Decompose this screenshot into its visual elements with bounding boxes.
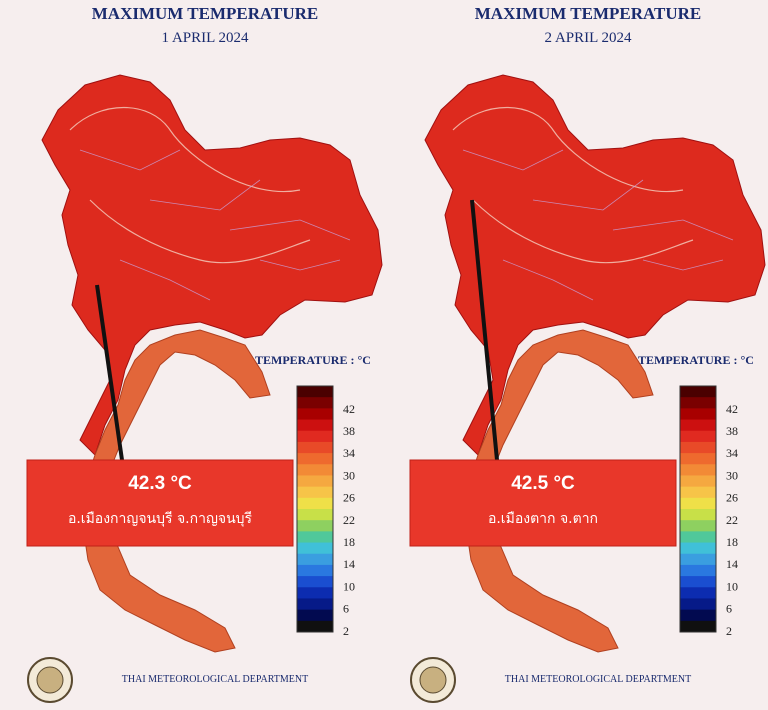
color-band <box>680 598 716 611</box>
legend-tick-label: 30 <box>343 468 355 482</box>
logo-inner <box>36 666 64 694</box>
callout-box <box>409 459 677 547</box>
color-band <box>297 598 333 611</box>
color-band <box>297 553 333 566</box>
province-lines <box>462 149 734 301</box>
southern-region <box>464 329 654 653</box>
color-band <box>297 587 333 599</box>
legend-tick-label: 38 <box>343 424 355 438</box>
color-band <box>680 464 716 476</box>
color-band <box>680 397 716 409</box>
panel-date: 1 APRIL 2024 <box>162 30 249 46</box>
color-band <box>297 386 333 398</box>
color-band <box>680 564 716 577</box>
map-panel: MAXIMUM TEMPERATURE 1 APRIL 2024 TEMPERATU… <box>26 4 383 703</box>
panel-title: MAXIMUM TEMPERATURE <box>475 4 702 23</box>
color-band <box>680 430 716 443</box>
color-band <box>297 453 333 465</box>
panel-title: MAXIMUM TEMPERATURE <box>92 4 319 23</box>
color-band <box>297 475 333 488</box>
color-band <box>680 553 716 566</box>
legend-tick-label: 14 <box>343 557 355 571</box>
color-bar-frame <box>679 385 717 633</box>
color-band <box>680 587 716 599</box>
legend-tick-label: 38 <box>726 424 738 438</box>
legend-title: TEMPERATURE : °C <box>638 353 754 367</box>
legend-tick-label: 30 <box>726 468 738 482</box>
legend-tick-label: 6 <box>343 602 349 616</box>
color-band <box>680 520 716 532</box>
color-band <box>680 486 716 499</box>
color-band <box>297 520 333 532</box>
legend-tick-label: 2 <box>726 624 732 638</box>
legend-tick-label: 22 <box>726 513 738 527</box>
logo-inner <box>419 666 447 694</box>
pointer <box>470 199 499 461</box>
legend-tick-label: 34 <box>726 446 738 460</box>
southern-region <box>81 329 271 653</box>
color-band <box>297 441 333 454</box>
footer: THAI METEOROLOGICAL DEPARTMENT <box>505 674 691 685</box>
color-band <box>297 419 333 432</box>
color-bar-frame <box>296 385 334 633</box>
color-band <box>297 542 333 555</box>
thailand-region <box>424 74 766 456</box>
color-band <box>297 609 333 622</box>
color-band <box>680 441 716 454</box>
color-band <box>680 497 716 510</box>
color-band <box>297 408 333 421</box>
legend-tick-label: 42 <box>343 402 355 416</box>
footer: THAI METEOROLOGICAL DEPARTMENT <box>122 674 308 685</box>
legend-tick-label: 26 <box>343 491 355 505</box>
color-band <box>297 464 333 476</box>
legend-tick-label: 22 <box>343 513 355 527</box>
legend-title: TEMPERATURE : °C <box>255 353 371 367</box>
color-band <box>297 620 333 633</box>
color-band <box>680 509 716 521</box>
pointer <box>95 284 124 461</box>
legend-tick-label: 14 <box>726 557 738 571</box>
map-panel: MAXIMUM TEMPERATURE 2 APRIL 2024 TEMPERATU… <box>409 4 766 703</box>
station-location: อ.เมืองตาก จ.ตาก <box>488 511 598 527</box>
legend-tick-label: 18 <box>726 535 738 549</box>
legend-tick-label: 34 <box>343 446 355 460</box>
isotherm <box>69 106 311 264</box>
isotherm <box>452 106 694 264</box>
color-band <box>680 419 716 432</box>
color-band <box>680 453 716 465</box>
max-temperature: 42.5 °C <box>511 473 575 494</box>
color-band <box>297 486 333 499</box>
panel-date: 2 APRIL 2024 <box>545 30 632 46</box>
legend-tick-label: 26 <box>726 491 738 505</box>
color-band <box>680 386 716 398</box>
color-band <box>680 542 716 555</box>
legend-tick-label: 18 <box>343 535 355 549</box>
color-band <box>680 609 716 622</box>
color-band <box>680 475 716 488</box>
color-band <box>680 620 716 633</box>
legend-tick-label: 10 <box>343 579 355 593</box>
thailand-region <box>41 74 383 456</box>
max-temperature: 42.3 °C <box>128 473 192 494</box>
color-band <box>297 397 333 409</box>
legend-tick-label: 2 <box>343 624 349 638</box>
legend-tick-label: 42 <box>726 402 738 416</box>
station-location: อ.เมืองกาญจนบุรี จ.กาญจนบุรี <box>68 511 253 527</box>
legend-tick-label: 6 <box>726 602 732 616</box>
color-band <box>297 497 333 510</box>
color-band <box>680 531 716 544</box>
legend-tick-label: 10 <box>726 579 738 593</box>
callout-box <box>26 459 294 547</box>
color-band <box>297 576 333 588</box>
color-band <box>297 509 333 521</box>
color-band <box>297 430 333 443</box>
color-band <box>680 408 716 421</box>
color-band <box>297 531 333 544</box>
color-band <box>297 564 333 577</box>
province-lines <box>79 149 351 301</box>
color-band <box>680 576 716 588</box>
